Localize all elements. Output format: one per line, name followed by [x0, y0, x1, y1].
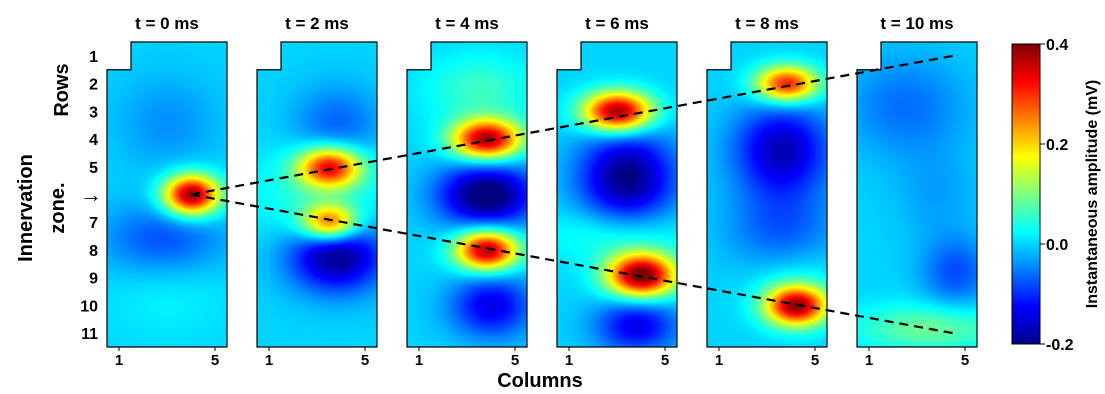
propagation-line-downward	[190, 193, 954, 335]
column-tick-label: 1	[265, 352, 273, 369]
columns-axis-label: Columns	[497, 370, 583, 392]
propagation-line-upward	[190, 54, 954, 196]
column-tick-label: 1	[415, 352, 423, 369]
colorbar-tick-label: 0.2	[1046, 137, 1068, 154]
heatmap-field	[857, 42, 977, 347]
panel-t8ms: t = 8 ms 1 5	[706, 14, 828, 369]
panel-t0ms: t = 0 ms 1 5	[106, 14, 228, 369]
row-tick-label: 11	[81, 326, 98, 343]
column-tick-label: 5	[211, 352, 219, 369]
panel-outline	[106, 41, 228, 348]
rows-axis-label: Rows	[51, 63, 73, 116]
propagation-lines	[190, 54, 954, 335]
colorbar-tick-label: 0.4	[1046, 37, 1068, 54]
row-tick-labels: 1 2 3 4 5 7 8 9 10 11	[80, 49, 98, 343]
heatmap-canvas	[707, 42, 827, 347]
missing-electrode-cell	[106, 41, 131, 70]
panel-outline	[406, 41, 528, 348]
column-tick-label: 1	[565, 352, 573, 369]
column-tick-label: 5	[961, 352, 969, 369]
column-tick-label: 5	[661, 352, 669, 369]
heatmap-panels: t = 0 ms 1 5 t = 2 ms 1 5 t = 4 ms 1 5 t = 6 ms 1 5…	[106, 14, 978, 369]
column-tick-label: 5	[811, 352, 819, 369]
panel-title: t = 8 ms	[735, 14, 799, 33]
panel-title: t = 2 ms	[285, 14, 349, 33]
column-tick-label: 1	[715, 352, 723, 369]
colorbar-tick-label: 0.0	[1046, 237, 1068, 254]
missing-electrode-cell	[856, 41, 881, 70]
colorbar-label: Instantaneous amplitude (mV)	[1084, 80, 1101, 308]
panel-t4ms: t = 4 ms 1 5	[406, 14, 528, 369]
row-tick-label: 1	[89, 49, 98, 66]
panel-title: t = 4 ms	[435, 14, 499, 33]
heatmap-field	[707, 42, 827, 347]
row-tick-label: 3	[89, 104, 98, 121]
heatmap-canvas	[557, 42, 677, 347]
missing-electrode-cell	[706, 41, 731, 70]
heatmap-canvas	[857, 42, 977, 347]
row-tick-label: 4	[89, 132, 98, 149]
missing-electrode-cell	[406, 41, 431, 70]
colorbar-gradient	[1011, 43, 1041, 345]
heatmap-canvas	[407, 42, 527, 347]
row-tick-label: 8	[89, 243, 98, 260]
panel-t2ms: t = 2 ms 1 5	[256, 14, 378, 369]
heatmap-field	[257, 42, 377, 347]
innervation-zone-label-line1: Innervation	[15, 154, 37, 262]
column-tick-label: 1	[115, 352, 123, 369]
heatmap-canvas	[257, 42, 377, 347]
column-tick-label: 5	[361, 352, 369, 369]
column-tick-label: 5	[511, 352, 519, 369]
panel-t10ms: t = 10 ms 1 5	[856, 14, 978, 369]
panel-outline	[556, 41, 678, 348]
row-tick-label: 10	[80, 298, 98, 315]
panel-title: t = 0 ms	[135, 14, 199, 33]
column-tick-label: 1	[865, 352, 873, 369]
panel-outline	[856, 41, 978, 348]
missing-electrode-cell	[556, 41, 581, 70]
panel-title: t = 6 ms	[585, 14, 649, 33]
heatmap-canvas	[107, 42, 227, 347]
innervation-zone-arrow: →	[80, 182, 102, 207]
row-tick-label: 2	[89, 77, 98, 94]
heatmap-field	[107, 42, 227, 347]
colorbar-ticks: 0.4 0.2 0.0 -0.2	[1040, 37, 1074, 354]
panel-t6ms: t = 6 ms 1 5	[556, 14, 678, 369]
row-tick-label: 9	[89, 271, 98, 288]
row-tick-label: 7	[89, 215, 98, 232]
heatmap-field	[407, 42, 527, 347]
innervation-zone-label-line2: zone.	[47, 182, 69, 233]
panel-outline	[256, 41, 378, 348]
panel-title: t = 10 ms	[880, 14, 953, 33]
colorbar-tick-label: -0.2	[1046, 337, 1074, 354]
heatmap-field	[557, 42, 677, 347]
colorbar: 0.4 0.2 0.0 -0.2 Instantaneous amplitude (m…	[1011, 37, 1101, 354]
panel-outline	[706, 41, 828, 348]
row-tick-label: 5	[89, 160, 98, 177]
missing-electrode-cell	[256, 41, 281, 70]
